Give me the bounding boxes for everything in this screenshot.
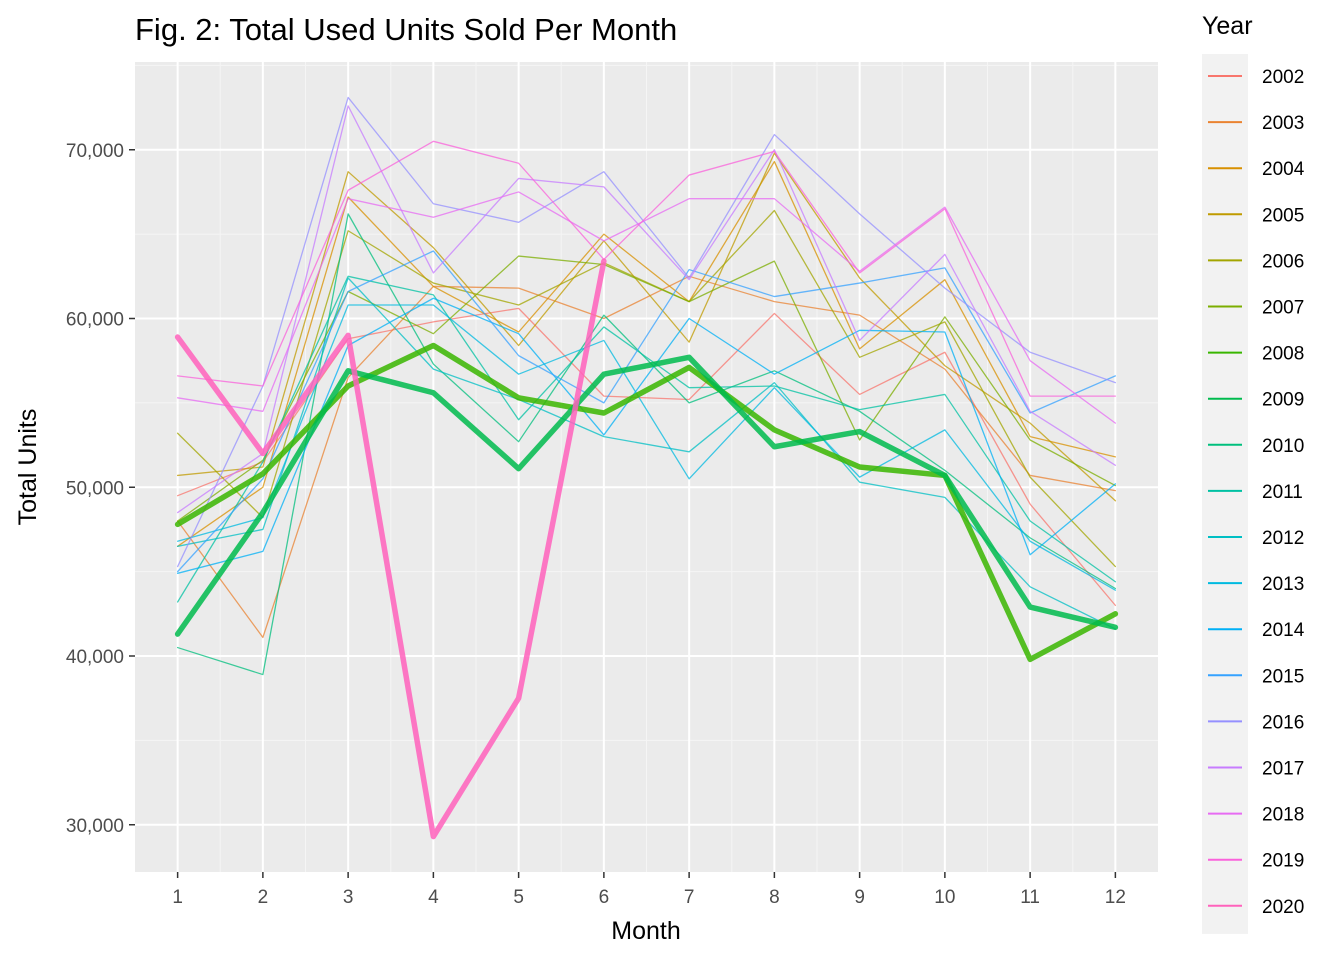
- series-line-2011: [176, 275, 1117, 603]
- y-tick-label: 50,000: [66, 478, 124, 499]
- legend-label-2016: 2016: [1262, 712, 1304, 733]
- legend-label-2013: 2013: [1262, 574, 1304, 595]
- legend-label-2006: 2006: [1262, 251, 1304, 272]
- x-tick-label: 3: [343, 887, 354, 908]
- x-tick-label: 7: [684, 887, 695, 908]
- x-tick-label: 11: [1020, 887, 1040, 908]
- legend-label-2005: 2005: [1262, 205, 1304, 226]
- y-axis-title: Total Units: [14, 409, 42, 526]
- series-line-2016: [176, 96, 1117, 568]
- series-line-2017: [176, 105, 1117, 514]
- major-gridlines: [135, 62, 1158, 872]
- legend-label-2014: 2014: [1262, 620, 1305, 641]
- series-line-2014: [176, 297, 1117, 574]
- series-line-2018: [176, 191, 1117, 424]
- legend-label-2004: 2004: [1262, 159, 1305, 180]
- x-tick-label: 6: [599, 887, 610, 908]
- series-line-2006: [176, 209, 1117, 568]
- legend-label-2010: 2010: [1262, 436, 1304, 457]
- y-tick-label: 40,000: [66, 647, 124, 668]
- y-tick-label: 60,000: [66, 310, 124, 331]
- legend: 2002 2003 2004 2005 2006 2007 2008 2009 2010 2011…: [1202, 54, 1305, 934]
- series-line-2009: [174, 354, 1119, 637]
- series-line-2015: [176, 250, 1117, 573]
- y-tick-label: 30,000: [66, 816, 124, 837]
- legend-label-2019: 2019: [1262, 851, 1304, 872]
- legend-label-2011: 2011: [1262, 482, 1303, 503]
- legend-label-2020: 2020: [1262, 897, 1304, 918]
- x-axis: 1 2 3 4 5 6 7 8 9 10 11 12: [172, 872, 1126, 908]
- series-line-2013: [176, 304, 1117, 591]
- legend-label-2015: 2015: [1262, 666, 1304, 687]
- legend-label-2018: 2018: [1262, 805, 1304, 826]
- series-line-2010: [176, 213, 1117, 676]
- x-tick-label: 1: [172, 887, 183, 908]
- y-axis: 30,000 40,000 50,000 60,000 70,000: [66, 141, 135, 837]
- x-tick-label: 2: [258, 887, 269, 908]
- x-axis-title: Month: [611, 917, 680, 945]
- chart-title: Fig. 2: Total Used Units Sold Per Month: [135, 12, 677, 47]
- y-tick-label: 70,000: [66, 141, 124, 162]
- series-line-2004: [176, 160, 1117, 547]
- series-lines-emphasis: [174, 258, 1119, 840]
- legend-title: Year: [1202, 12, 1253, 40]
- x-tick-label: 10: [934, 887, 955, 908]
- x-tick-label: 5: [513, 887, 524, 908]
- legend-key-background: [1202, 54, 1248, 934]
- legend-label-2002: 2002: [1262, 67, 1304, 88]
- legend-label-2012: 2012: [1262, 528, 1304, 549]
- series-line-2019: [176, 140, 1117, 397]
- legend-label-2007: 2007: [1262, 298, 1304, 319]
- legend-label-2008: 2008: [1262, 344, 1304, 365]
- x-tick-label: 8: [769, 887, 780, 908]
- x-tick-label: 9: [854, 887, 865, 908]
- x-tick-label: 4: [428, 887, 439, 908]
- legend-label-2009: 2009: [1262, 390, 1304, 411]
- series-line-2008: [174, 342, 1119, 663]
- legend-label-2003: 2003: [1262, 113, 1304, 134]
- legend-label-2017: 2017: [1262, 759, 1304, 780]
- x-tick-label: 12: [1105, 887, 1126, 908]
- series-line-2003: [176, 275, 1117, 639]
- series-line-2005: [176, 152, 1117, 502]
- series-line-2020: [174, 258, 607, 840]
